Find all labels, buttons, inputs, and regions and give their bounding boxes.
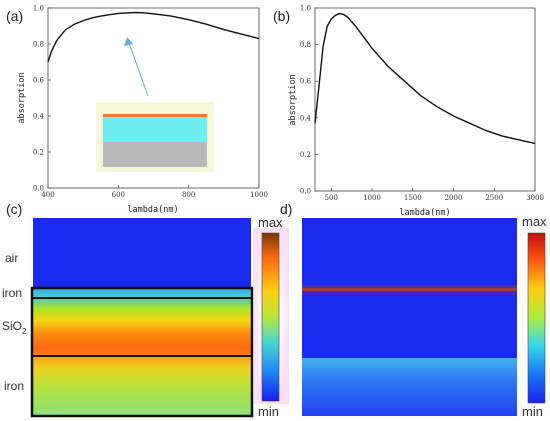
heatmap-d-lower-region <box>302 358 517 416</box>
heatmap-d-film-top <box>302 285 517 288</box>
layer-label-sio2: SiO2 <box>2 319 27 336</box>
heatmap-d-film-hot <box>302 288 517 291</box>
chart-a-ytick-label: 1.0 <box>33 5 44 13</box>
inset-sio2-layer <box>103 117 207 142</box>
chart-a-xtick-label: 800 <box>182 191 195 199</box>
chart-b-xtick-label: 1500 <box>404 194 422 202</box>
chart-b-xtick-label: 500 <box>325 194 338 202</box>
colorbar-d-min-label: min <box>522 404 543 419</box>
chart-a-absorption-line <box>47 11 260 63</box>
colorbar-c-min-label: min <box>258 404 279 419</box>
heatmap-c-structure-outline <box>30 286 254 418</box>
chart-b-xtick-label: 1000 <box>363 194 381 202</box>
chart-b-ytick-label: 0.6 <box>300 78 312 86</box>
chart-a-ytick-label: 0.4 <box>33 113 45 121</box>
inset-iron-film <box>103 114 207 117</box>
heatmap-c-iron-bottom-region <box>33 356 251 416</box>
colorbar-c-max-label: max <box>258 215 283 230</box>
chart-a-ylabel: absorption <box>17 72 27 123</box>
chart-b-frame <box>314 7 536 192</box>
chart-b-xtick-label: 3000 <box>526 194 544 202</box>
panel-d-label: d) <box>280 201 292 217</box>
chart-a-ytick-label: 0.2 <box>33 149 44 157</box>
chart-a: 0.0 0.2 0.4 0.6 0.8 1.0 400 600 800 1000 lambda(… <box>17 5 268 216</box>
inset-substrate <box>103 142 207 167</box>
panel-a-label: (a) <box>6 8 23 24</box>
chart-a-ytick-label: 0.8 <box>33 41 44 49</box>
chart-b-ylabel: absorption <box>288 74 298 125</box>
colorbar-c-gradient <box>261 232 280 402</box>
chart-b-absorption-line <box>314 12 536 145</box>
chart-b-ytick-label: 0.4 <box>300 114 312 122</box>
panel-c-label: (c) <box>6 201 22 217</box>
chart-a-ytick-label: 0.6 <box>33 77 45 85</box>
heatmap-c: air iron SiO2 iron <box>2 218 254 418</box>
chart-a-ytick-label: 0.0 <box>33 185 44 193</box>
chart-b-xtick-label: 2000 <box>445 194 463 202</box>
inset-structure <box>96 102 214 172</box>
layer-label-air: air <box>5 251 18 265</box>
heatmap-d-film-bottom <box>302 291 517 295</box>
colorbar-d: max min <box>522 214 547 419</box>
heatmap-c-sio2-region <box>33 298 251 356</box>
layer-label-iron-bottom: iron <box>4 379 24 393</box>
colorbar-d-gradient <box>527 232 546 404</box>
chart-a-xtick-label: 400 <box>41 191 54 199</box>
chart-b: 0.0 0.2 0.4 0.6 0.8 1.0 500 1000 1500 2000 2500 30… <box>288 5 544 219</box>
inset-arrow <box>124 37 149 97</box>
heatmap-c-air-region <box>33 218 251 288</box>
chart-a-xtick-label: 1000 <box>250 191 268 199</box>
heatmap-c-iron-top-region <box>33 288 251 298</box>
chart-a-xtick-label: 600 <box>112 191 125 199</box>
chart-a-xlabel: lambda(nm) <box>127 205 178 215</box>
chart-b-ytick-label: 0.0 <box>300 188 311 196</box>
chart-b-ytick-label: 0.8 <box>300 41 311 49</box>
panel-b-label: (b) <box>273 8 290 24</box>
chart-a-frame <box>47 7 260 189</box>
layer-label-iron-top: iron <box>2 286 22 300</box>
chart-b-xtick-label: 2500 <box>485 194 503 202</box>
heatmap-d <box>302 218 517 416</box>
colorbar-d-max-label: max <box>522 214 547 229</box>
chart-b-ytick-label: 0.2 <box>300 151 311 159</box>
chart-b-ytick-label: 1.0 <box>300 5 311 13</box>
chart-b-xlabel: lambda(nm) <box>399 208 450 218</box>
colorbar-c: max min <box>253 215 289 419</box>
